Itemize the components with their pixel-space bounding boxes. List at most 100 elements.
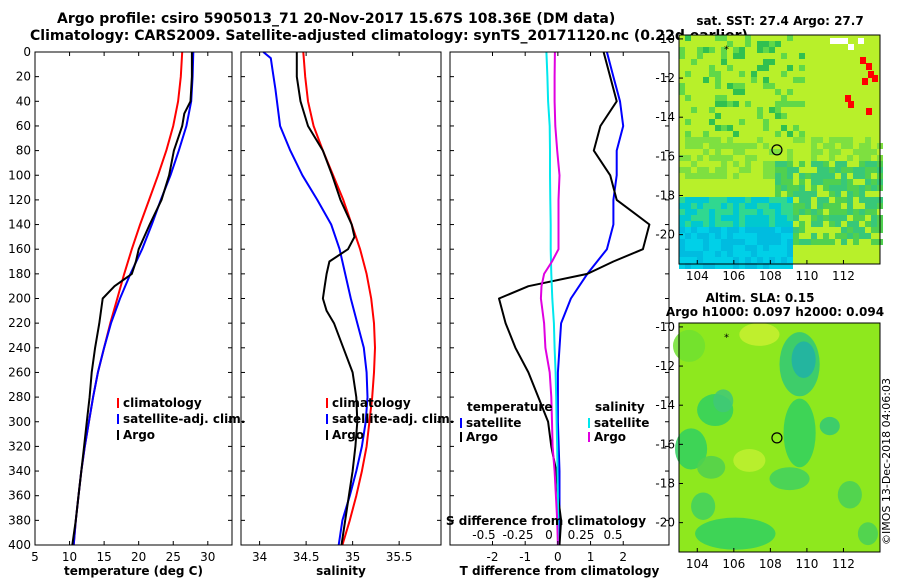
sst-cell xyxy=(793,125,799,131)
sst-high-cell xyxy=(860,57,866,64)
sst-cell xyxy=(817,203,823,209)
sst-cell xyxy=(697,155,703,161)
sst-cell xyxy=(823,203,829,209)
sst-cell xyxy=(739,215,745,221)
sst-cell xyxy=(709,239,715,245)
sst-cell xyxy=(733,215,739,221)
sst-cell xyxy=(721,239,727,245)
sst-land-cell xyxy=(848,44,854,50)
sst-cell xyxy=(811,143,817,149)
sst-cell xyxy=(859,227,865,233)
sst-cell xyxy=(769,197,775,203)
sst-cell xyxy=(733,161,739,167)
sst-cell xyxy=(733,101,739,107)
sst-cell xyxy=(871,149,877,155)
sst-cell xyxy=(787,131,793,137)
sst-cell xyxy=(751,71,757,77)
sst-cell xyxy=(715,137,721,143)
sst-cell xyxy=(733,209,739,215)
sst-cell xyxy=(733,239,739,245)
depth-tick-label: 100 xyxy=(8,168,31,182)
diff-legend-label: Argo xyxy=(466,430,498,444)
sst-cell xyxy=(769,221,775,227)
sst-cell xyxy=(751,143,757,149)
sst-cell xyxy=(775,257,781,263)
sst-map-cells xyxy=(679,35,883,269)
sst-cell xyxy=(685,131,691,137)
sst-cell xyxy=(865,161,871,167)
sst-high-cell xyxy=(866,108,872,115)
sst-cell xyxy=(817,179,823,185)
difference-profile-series-s-satellite xyxy=(545,51,560,546)
sst-cell xyxy=(847,227,853,233)
sst-cell xyxy=(853,227,859,233)
sst-cell xyxy=(721,197,727,203)
sst-cell xyxy=(751,245,757,251)
sst-cell xyxy=(733,263,739,269)
sst-cell xyxy=(733,251,739,257)
salinity-profile-xtick-label: 35 xyxy=(345,550,360,564)
sst-cell xyxy=(703,263,709,269)
sst-cell xyxy=(859,197,865,203)
sst-cell xyxy=(739,197,745,203)
sst-cell xyxy=(685,143,691,149)
sst-cell xyxy=(739,167,745,173)
sst-cell xyxy=(787,161,793,167)
sst-cell xyxy=(679,215,685,221)
sst-cell xyxy=(703,77,709,83)
sst-cell xyxy=(775,251,781,257)
sst-cell xyxy=(769,257,775,263)
sst-cell xyxy=(841,185,847,191)
sla-map-argo-marker xyxy=(771,432,783,444)
sst-cell xyxy=(781,161,787,167)
sst-cell xyxy=(697,137,703,143)
sst-cell xyxy=(853,149,859,155)
sst-cell xyxy=(733,173,739,179)
sst-cell xyxy=(715,125,721,131)
sst-cell xyxy=(691,215,697,221)
sst-cell xyxy=(739,209,745,215)
sst-cell xyxy=(853,167,859,173)
sst-cell xyxy=(685,263,691,269)
sst-cell xyxy=(709,221,715,227)
sst-cell xyxy=(835,221,841,227)
sst-cell xyxy=(691,173,697,179)
sst-cell xyxy=(793,185,799,191)
sla-map-xtick-label: 112 xyxy=(832,557,855,571)
sst-cell xyxy=(679,167,685,173)
sst-cell xyxy=(793,137,799,143)
sla-anomaly xyxy=(672,329,706,362)
depth-tick-label: 200 xyxy=(8,292,31,306)
sst-cell xyxy=(775,41,781,47)
sst-cell xyxy=(685,221,691,227)
sst-cell xyxy=(709,251,715,257)
sst-cell xyxy=(799,77,805,83)
sst-cell xyxy=(721,155,727,161)
sst-cell xyxy=(763,167,769,173)
sst-cell xyxy=(691,263,697,269)
sst-cell xyxy=(685,257,691,263)
sst-cell xyxy=(763,143,769,149)
sst-cell xyxy=(715,245,721,251)
sst-cell xyxy=(787,227,793,233)
sst-map-star-marker: * xyxy=(724,45,729,56)
sst-cell xyxy=(727,209,733,215)
sst-cell xyxy=(787,35,793,41)
sst-cell xyxy=(703,197,709,203)
difference-profile-xtick-label: 1 xyxy=(587,550,595,564)
sst-cell xyxy=(679,221,685,227)
sst-cell xyxy=(685,209,691,215)
sst-high-cell xyxy=(868,71,874,78)
sst-land-cell xyxy=(836,38,842,44)
sst-cell xyxy=(733,233,739,239)
sst-cell xyxy=(757,41,763,47)
sst-cell xyxy=(721,143,727,149)
sst-cell xyxy=(805,209,811,215)
sst-cell xyxy=(859,233,865,239)
sla-map-xtick-label: 110 xyxy=(795,557,818,571)
sst-cell xyxy=(715,83,721,89)
sst-cell xyxy=(721,47,727,53)
sst-cell xyxy=(691,257,697,263)
sst-cell xyxy=(811,185,817,191)
sst-cell xyxy=(817,167,823,173)
